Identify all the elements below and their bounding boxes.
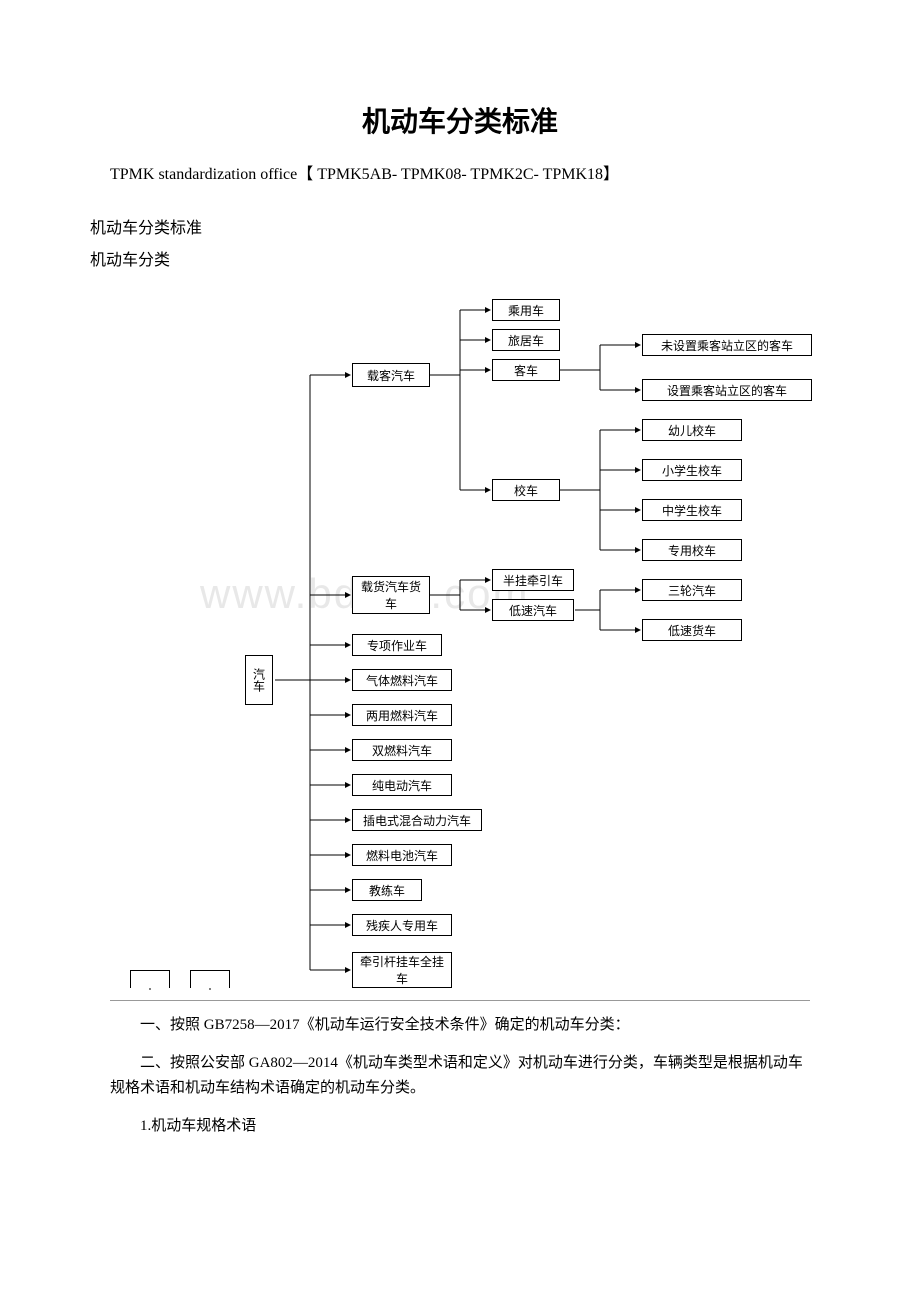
intro-line-1: 机动车分类标准 [90, 214, 840, 238]
node-bus: 客车 [492, 359, 560, 381]
node-lowspeed: 低速汽车 [492, 599, 574, 621]
node-bifuel: 双燃料汽车 [352, 739, 452, 761]
node-tricycle: 三轮汽车 [642, 579, 742, 601]
node-trailer: 牵引杆挂车全挂车 [352, 952, 452, 988]
node-lowtruck: 低速货车 [642, 619, 742, 641]
node-sb-middle: 中学生校车 [642, 499, 742, 521]
node-partial-2 [190, 970, 230, 988]
node-special: 专项作业车 [352, 634, 442, 656]
node-rv: 旅居车 [492, 329, 560, 351]
node-gas: 气体燃料汽车 [352, 669, 452, 691]
paragraph-3: 1.机动车规格术语 [110, 1114, 810, 1140]
node-schoolbus: 校车 [492, 479, 560, 501]
node-bus-nostand: 未设置乘客站立区的客车 [642, 334, 812, 356]
node-semi: 半挂牵引车 [492, 569, 574, 591]
node-partial-1 [130, 970, 170, 988]
page-title: 机动车分类标准 [80, 100, 840, 140]
node-ev: 纯电动汽车 [352, 774, 452, 796]
node-trainer: 教练车 [352, 879, 422, 901]
node-passenger: 载客汽车 [352, 363, 430, 387]
node-fcv: 燃料电池汽车 [352, 844, 452, 866]
node-disabled: 残疾人专用车 [352, 914, 452, 936]
standard-code: TPMK standardization office【 TPMK5AB- TP… [110, 160, 840, 184]
node-car: 乘用车 [492, 299, 560, 321]
intro-line-2: 机动车分类 [90, 246, 840, 270]
node-bus-stand: 设置乘客站立区的客车 [642, 379, 812, 401]
classification-tree: www.bdocx.com [80, 290, 840, 990]
paragraph-2: 二、按照公安部 GA802—2014《机动车类型术语和定义》对机动车进行分类，车… [110, 1051, 810, 1102]
divider [110, 1000, 810, 1001]
node-sb-kinder: 幼儿校车 [642, 419, 742, 441]
node-sb-special: 专用校车 [642, 539, 742, 561]
document-page: 机动车分类标准 TPMK standardization office【 TPM… [0, 0, 920, 1211]
node-root: 汽车 [245, 655, 273, 705]
node-dual: 两用燃料汽车 [352, 704, 452, 726]
node-phev: 插电式混合动力汽车 [352, 809, 482, 831]
paragraph-1: 一、按照 GB7258—2017《机动车运行安全技术条件》确定的机动车分类： [110, 1013, 810, 1039]
node-truck: 载货汽车货车 [352, 576, 430, 614]
node-sb-primary: 小学生校车 [642, 459, 742, 481]
